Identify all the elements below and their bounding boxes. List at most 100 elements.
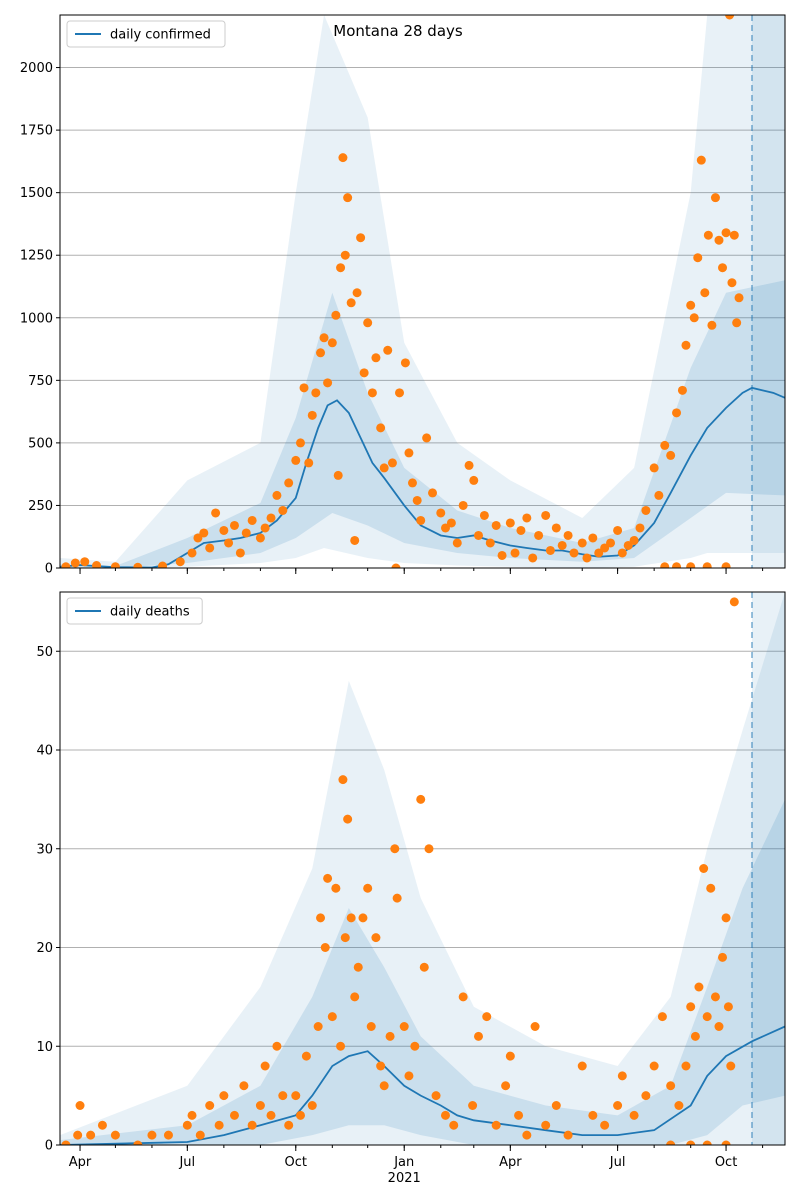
observed-point (726, 1061, 736, 1071)
observed-point (363, 883, 373, 893)
observed-point (291, 455, 301, 465)
observed-point (600, 543, 610, 553)
observed-point (247, 1120, 257, 1130)
observed-point (541, 510, 551, 520)
observed-point (505, 1051, 515, 1061)
observed-point (428, 488, 438, 498)
observed-point (629, 535, 639, 545)
observed-point (613, 1101, 623, 1110)
observed-point (205, 1101, 215, 1110)
observed-point (92, 560, 102, 568)
observed-point (110, 1130, 120, 1140)
observed-point (677, 385, 687, 395)
y-tick-label: 50 (36, 645, 53, 660)
observed-point (660, 562, 670, 568)
observed-point (73, 1130, 83, 1140)
observed-point (75, 1101, 85, 1110)
observed-point (229, 520, 239, 530)
plot-area (60, 592, 785, 1145)
observed-point (528, 553, 538, 563)
observed-point (367, 388, 377, 398)
observed-point (541, 1120, 551, 1130)
observed-point (416, 794, 426, 804)
observed-point (431, 1091, 441, 1101)
axes-frame (59, 591, 786, 1146)
observed-point (672, 408, 682, 418)
observed-point (158, 561, 168, 568)
observed-point (674, 1101, 684, 1110)
observed-point (702, 1012, 712, 1022)
observed-point (686, 1002, 696, 1012)
observed-point (358, 913, 368, 923)
y-tick-label: 1000 (20, 311, 53, 326)
y-tick-label: 1250 (20, 249, 53, 264)
observed-point (700, 288, 710, 298)
outer-uncertainty-band (60, 15, 785, 568)
observed-point (323, 873, 333, 883)
observed-point (702, 1140, 712, 1145)
y-tick-label: 20 (36, 941, 53, 956)
legend: daily deaths (66, 597, 203, 625)
observed-point (395, 388, 405, 398)
observed-point (327, 1012, 337, 1022)
observed-point (522, 513, 532, 523)
observed-point (387, 458, 397, 468)
observed-point (193, 533, 203, 543)
observed-point (224, 538, 234, 548)
observed-point (588, 533, 598, 543)
observed-point (241, 528, 251, 538)
observed-point (617, 1071, 627, 1081)
observed-point (331, 883, 341, 893)
inner-uncertainty-band (60, 280, 785, 568)
observed-point (272, 1041, 282, 1051)
observed-point (133, 562, 143, 568)
observed-point (376, 1061, 386, 1071)
observed-point (734, 293, 744, 303)
observed-point (436, 508, 446, 518)
y-tick-label: 40 (36, 744, 53, 759)
observed-point (338, 153, 348, 163)
observed-point (501, 1081, 511, 1091)
observed-point (284, 478, 294, 488)
observed-point (80, 557, 90, 567)
observed-point (666, 450, 676, 460)
observed-point (284, 1120, 294, 1130)
observed-point (672, 562, 682, 568)
observed-point (340, 250, 350, 260)
model-line (60, 1025, 785, 1145)
observed-point (563, 1130, 573, 1140)
observed-point (422, 433, 432, 443)
year-label: 2021 (388, 1171, 421, 1186)
observed-point (205, 543, 215, 553)
observed-point (446, 518, 456, 528)
observed-point (686, 1140, 696, 1145)
observed-point (721, 562, 731, 568)
observed-point (343, 814, 353, 824)
observed-point (545, 545, 555, 555)
observed-point (522, 1130, 532, 1140)
observed-point (563, 530, 573, 540)
observed-point (534, 530, 544, 540)
observed-point (727, 278, 737, 288)
y-tick-label: 0 (45, 1139, 53, 1154)
observed-point (255, 533, 265, 543)
y-tick-label: 1750 (20, 124, 53, 139)
observed-point (338, 775, 348, 785)
observed-point (600, 1120, 610, 1130)
observed-point (366, 1022, 376, 1031)
forecast-region (751, 592, 785, 1145)
observed-point (707, 320, 717, 330)
observed-point (187, 548, 197, 558)
x-tick-label: Apr (69, 1155, 92, 1170)
observed-point (649, 1061, 659, 1071)
observed-point (440, 1110, 450, 1120)
observed-point (723, 1002, 733, 1012)
observed-point (510, 548, 520, 558)
y-tick-label: 500 (28, 436, 53, 451)
legend-box (66, 597, 203, 625)
observed-point (316, 913, 326, 923)
observed-point (260, 523, 270, 533)
observed-point (376, 423, 386, 433)
observed-point (363, 318, 373, 328)
observed-point (371, 933, 381, 943)
